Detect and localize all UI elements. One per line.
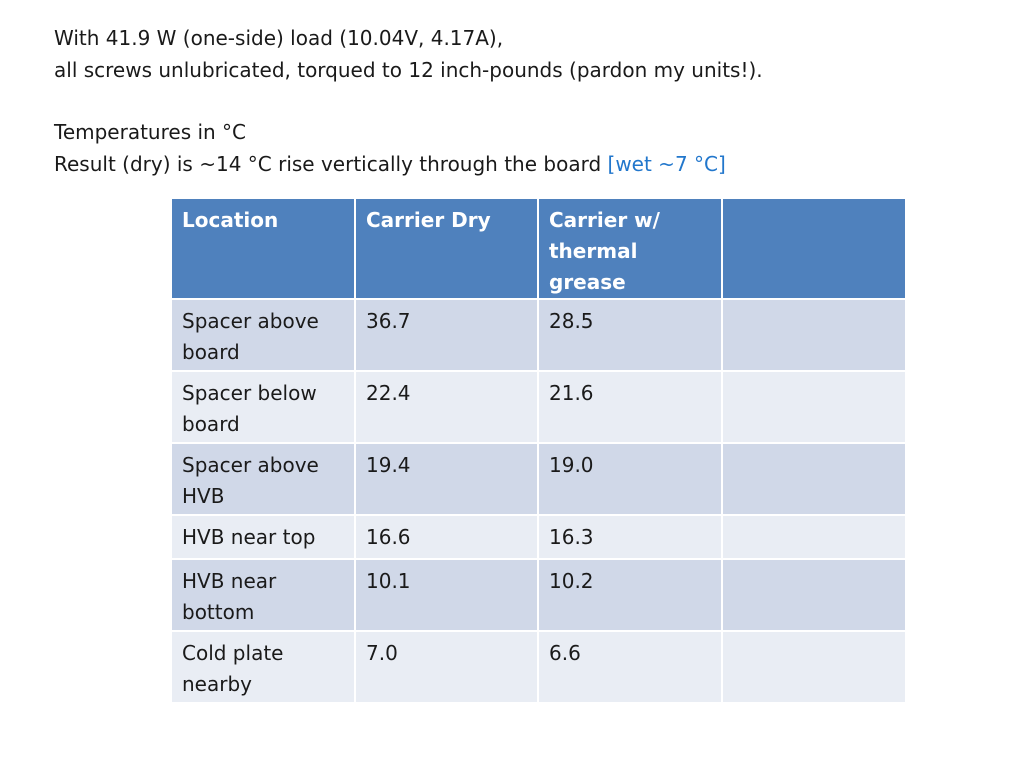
table-header-row: Location Carrier Dry Carrier w/ thermal … [170,197,907,300]
load-description: With 41.9 W (one-side) load (10.04V, 4.1… [54,26,504,50]
screw-description: all screws unlubricated, torqued to 12 i… [54,58,763,82]
cell-grease: 19.0 [537,442,723,516]
table-row: HVB near top 16.6 16.3 [170,514,907,560]
cell-empty [721,298,907,372]
result-wet-text: [wet ~7 °C] [607,152,726,176]
cell-location: HVB near bottom [170,558,356,632]
cell-location: Spacer above board [170,298,356,372]
cell-dry: 22.4 [354,370,539,444]
header-location: Location [170,197,356,300]
intro-text: With 41.9 W (one-side) load (10.04V, 4.1… [54,22,763,180]
cell-location: HVB near top [170,514,356,560]
header-carrier-grease: Carrier w/ thermal grease [537,197,723,300]
spacer [54,86,763,116]
cell-grease: 21.6 [537,370,723,444]
cell-grease: 28.5 [537,298,723,372]
cell-dry: 10.1 [354,558,539,632]
cell-empty [721,442,907,516]
cell-grease: 10.2 [537,558,723,632]
cell-empty [721,370,907,444]
header-empty [721,197,907,300]
header-carrier-dry: Carrier Dry [354,197,539,300]
result-dry-text: Result (dry) is ~14 °C rise vertically t… [54,152,608,176]
cell-grease: 16.3 [537,514,723,560]
cell-dry: 16.6 [354,514,539,560]
table-row: Cold plate nearby 7.0 6.6 [170,630,907,704]
units-note: Temperatures in °C [54,120,247,144]
cell-location: Cold plate nearby [170,630,356,704]
table-row: Spacer below board 22.4 21.6 [170,370,907,444]
cell-empty [721,630,907,704]
result-summary: Result (dry) is ~14 °C rise vertically t… [54,148,763,180]
temperature-table: Location Carrier Dry Carrier w/ thermal … [170,197,907,704]
cell-dry: 7.0 [354,630,539,704]
cell-empty [721,514,907,560]
cell-dry: 36.7 [354,298,539,372]
table-row: Spacer above HVB 19.4 19.0 [170,442,907,516]
table-row: HVB near bottom 10.1 10.2 [170,558,907,632]
cell-location: Spacer below board [170,370,356,444]
cell-dry: 19.4 [354,442,539,516]
cell-grease: 6.6 [537,630,723,704]
cell-location: Spacer above HVB [170,442,356,516]
cell-empty [721,558,907,632]
table-row: Spacer above board 36.7 28.5 [170,298,907,372]
